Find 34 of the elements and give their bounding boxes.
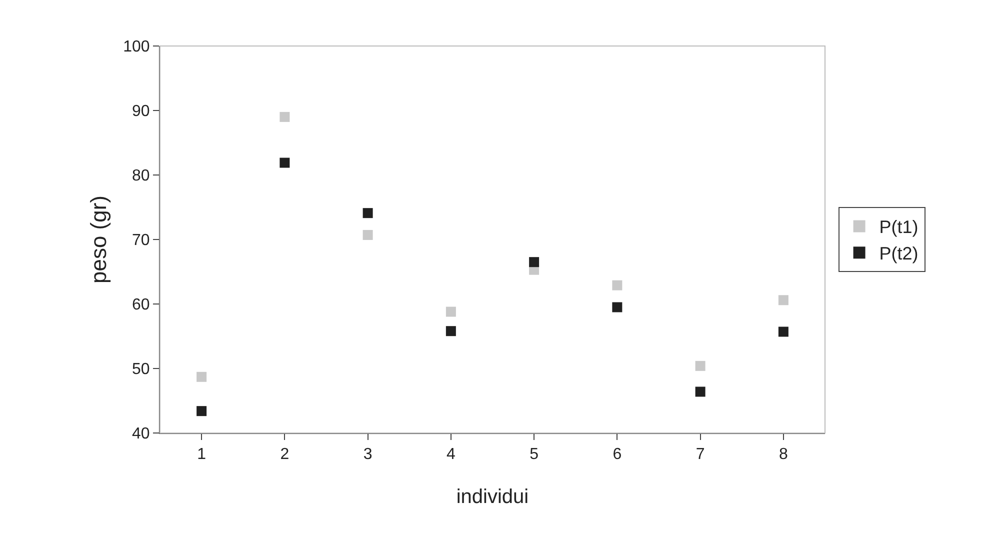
x-tick-label: 6 xyxy=(612,446,622,464)
legend-label: P(t1) xyxy=(879,217,918,238)
x-tick-label: 7 xyxy=(696,446,705,464)
x-tick-label: 8 xyxy=(778,446,788,464)
point xyxy=(196,372,207,382)
y-tick-label: 100 xyxy=(123,38,150,56)
point xyxy=(446,306,456,317)
x-tick-label: 5 xyxy=(530,446,539,464)
point xyxy=(695,360,706,371)
y-tick-label: 40 xyxy=(132,426,150,443)
point xyxy=(280,112,290,122)
point xyxy=(778,326,788,337)
point xyxy=(446,326,456,336)
y-tick-label: 70 xyxy=(132,232,150,250)
x-tick-label: 1 xyxy=(197,446,206,464)
x-tick-label: 4 xyxy=(446,446,456,464)
legend-label: P(t2) xyxy=(879,244,918,264)
point xyxy=(612,302,622,312)
y-tick-label: 50 xyxy=(132,361,150,378)
x-axis-title: individui xyxy=(456,486,529,508)
y-tick-label: 80 xyxy=(132,168,150,185)
y-tick-label: 90 xyxy=(132,103,150,120)
point xyxy=(362,230,373,240)
point xyxy=(529,257,540,268)
point xyxy=(695,386,706,397)
y-axis-title: peso (gr) xyxy=(86,195,111,284)
y-tick-label: 60 xyxy=(132,296,150,314)
point xyxy=(778,295,788,306)
point xyxy=(612,280,622,290)
point xyxy=(362,208,373,218)
x-tick-label: 2 xyxy=(280,446,290,464)
point xyxy=(280,158,290,168)
x-tick-label: 3 xyxy=(363,446,372,464)
point xyxy=(196,406,207,416)
